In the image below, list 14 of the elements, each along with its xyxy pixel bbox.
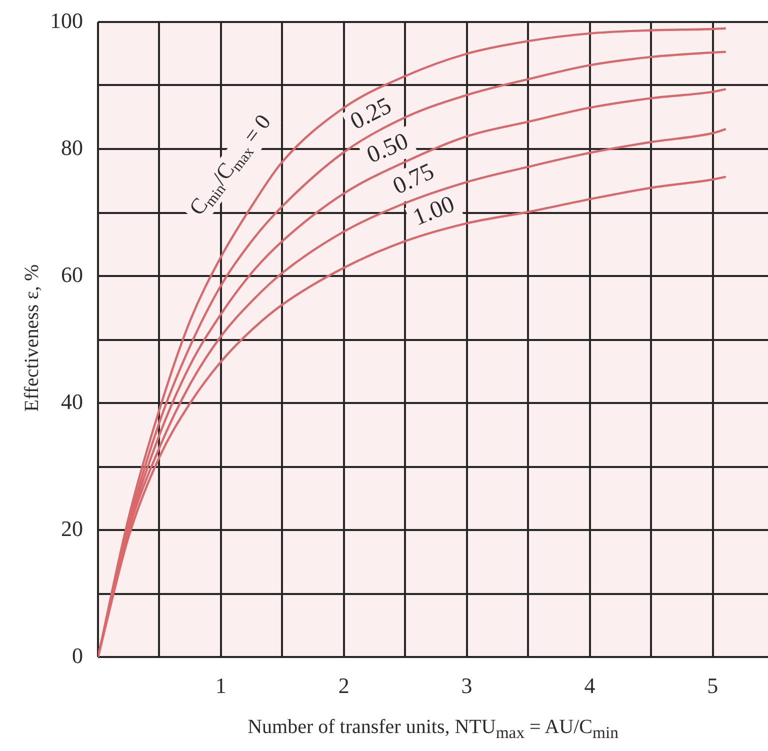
- y-tick-label: 100: [50, 8, 83, 33]
- x-tick-label: 5: [707, 672, 718, 698]
- x-tick-label: 4: [584, 672, 596, 698]
- y-tick-label: 0: [72, 642, 83, 668]
- x-tick-label: 2: [338, 672, 350, 698]
- y-tick-label: 40: [61, 388, 83, 414]
- x-axis-title: Number of transfer units, NTU$_{max}$ = AU/C$_{min}$: [246, 715, 620, 744]
- y-axis-title: Effectiveness ε, %: [20, 264, 44, 412]
- x-tick-label: 3: [461, 672, 472, 698]
- text: Cmin/Cmax = 0: [184, 110, 276, 220]
- y-tick-label: 20: [61, 516, 83, 541]
- y-tick-label: 80: [61, 134, 83, 160]
- y-tick-label: 60: [61, 262, 83, 287]
- x-tick-label: 1: [215, 672, 226, 698]
